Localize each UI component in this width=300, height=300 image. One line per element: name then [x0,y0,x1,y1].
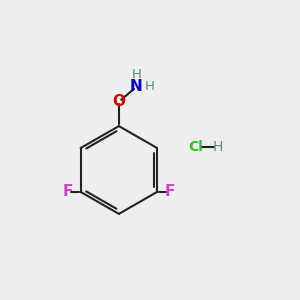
Text: H: H [131,68,141,81]
Text: H: H [145,80,155,93]
Text: F: F [63,184,73,200]
Text: O: O [112,94,125,109]
Text: N: N [130,79,143,94]
Text: F: F [165,184,175,200]
Text: Cl: Cl [188,140,203,154]
Text: H: H [212,140,223,154]
